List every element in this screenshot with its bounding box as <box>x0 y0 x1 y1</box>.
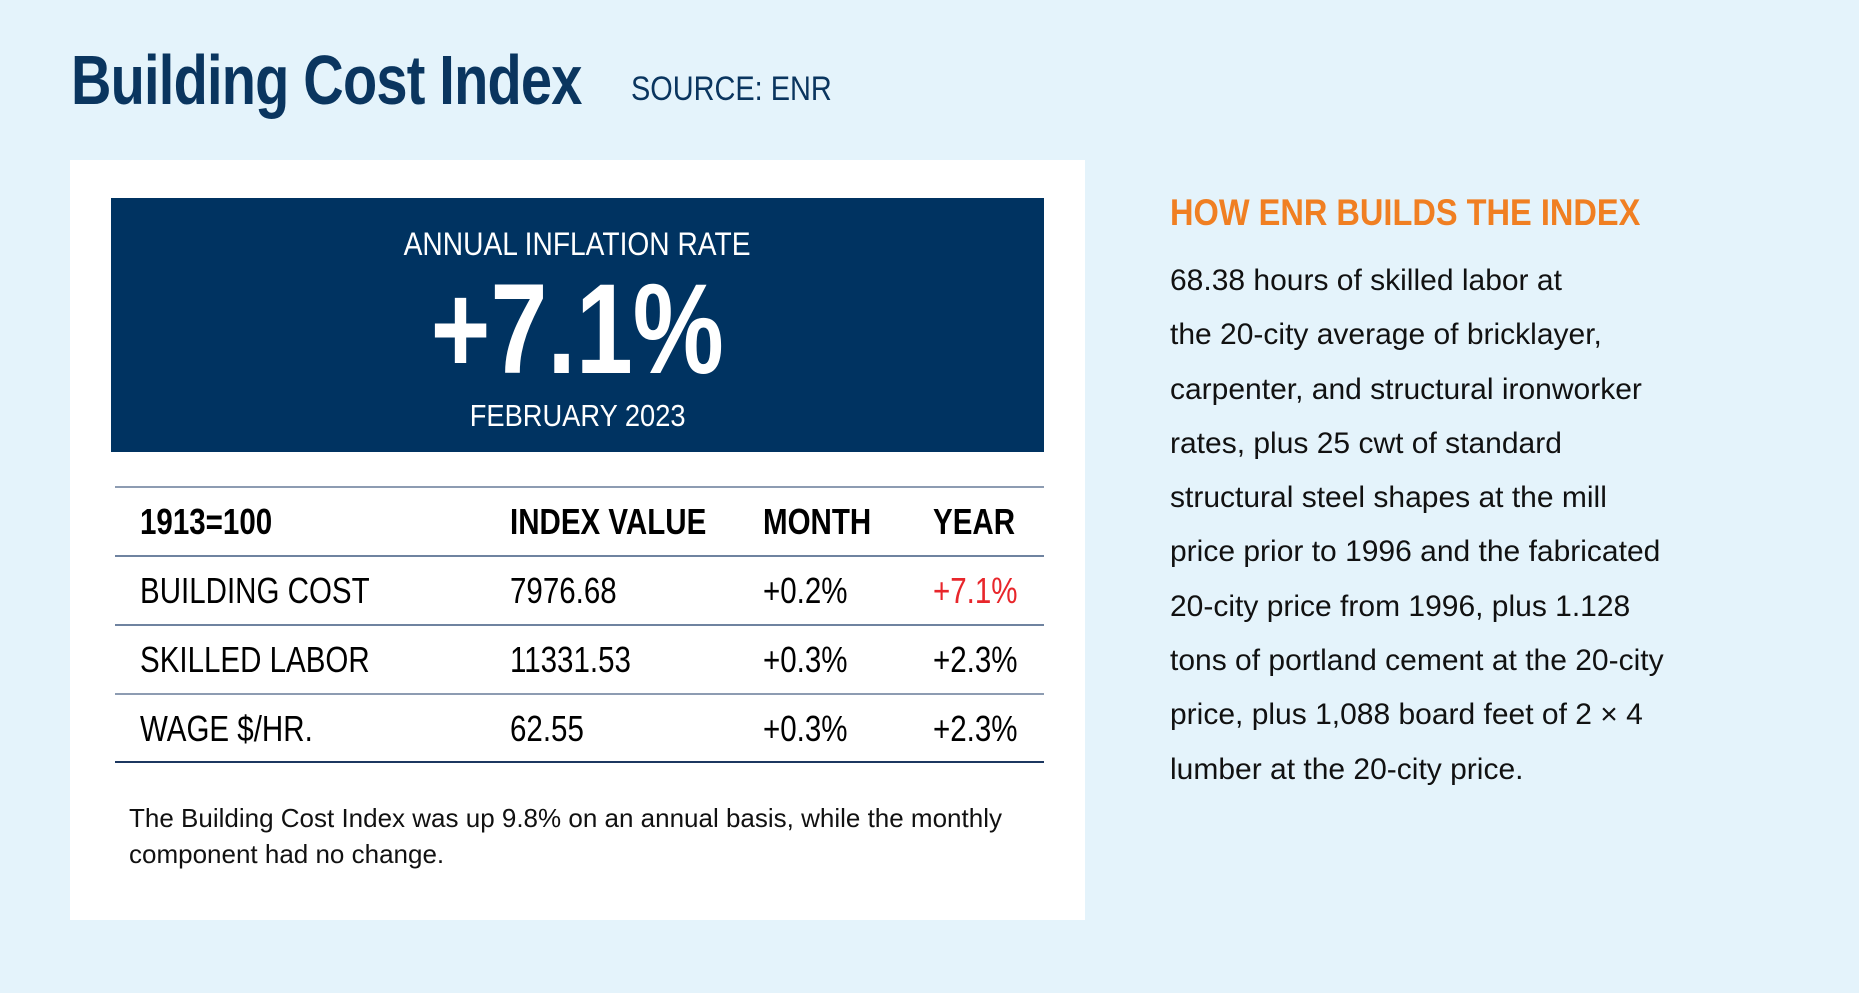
inflation-value: +7.1% <box>430 258 725 401</box>
text-line: price, plus 1,088 board feet of 2 × 4 <box>1170 698 1643 732</box>
year-change: +2.3% <box>933 708 1018 749</box>
column-header: INDEX VALUE <box>510 501 707 542</box>
table-row: WAGE $/HR. 62.55 +0.3% +2.3% <box>115 695 1044 762</box>
text-line: 68.38 hours of skilled labor at <box>1170 264 1562 297</box>
text-line: lumber at the 20-city price. <box>1170 752 1524 786</box>
row-label: SKILLED LABOR <box>140 639 370 680</box>
index-value: 7976.68 <box>510 570 617 611</box>
table-divider <box>115 624 1044 626</box>
table-divider <box>115 555 1044 557</box>
table-divider <box>115 693 1044 695</box>
text-line: the 20-city average of bricklayer, <box>1170 318 1602 352</box>
index-panel: ANNUAL INFLATION RATE +7.1% FEBRUARY 202… <box>70 160 1085 920</box>
text-line: price prior to 1996 and the fabricated <box>1170 535 1661 569</box>
month-change: +0.2% <box>763 570 848 611</box>
column-header: 1913=100 <box>140 501 273 542</box>
column-header: YEAR <box>933 501 1016 542</box>
text-line: 20-city price from 1996, plus 1.128 <box>1170 589 1631 623</box>
month-change: +0.3% <box>763 639 848 680</box>
methodology-text: 68.38 hours of skilled labor at the 20-c… <box>1170 254 1810 797</box>
text-line: structural steel shapes at the mill <box>1170 481 1607 515</box>
row-label: BUILDING COST <box>140 570 370 611</box>
table-header: 1913=100 INDEX VALUE MONTH YEAR <box>115 488 1044 555</box>
table-divider <box>115 761 1044 763</box>
inflation-banner: ANNUAL INFLATION RATE +7.1% FEBRUARY 202… <box>111 198 1044 452</box>
methodology-section: HOW ENR BUILDS THE INDEX 68.38 hours of … <box>1170 192 1810 797</box>
text-line: carpenter, and structural ironworker <box>1170 372 1642 406</box>
column-header: MONTH <box>763 501 872 542</box>
row-label: WAGE $/HR. <box>140 708 313 749</box>
methodology-heading: HOW ENR BUILDS THE INDEX <box>1170 192 1641 233</box>
year-change: +7.1% <box>933 570 1018 611</box>
index-note: The Building Cost Index was up 9.8% on a… <box>129 803 1002 869</box>
table-divider <box>115 486 1044 488</box>
table-row: SKILLED LABOR 11331.53 +0.3% +2.3% <box>115 626 1044 693</box>
inflation-date: FEBRUARY 2023 <box>469 398 686 433</box>
year-change: +2.3% <box>933 639 1018 680</box>
page-header: Building Cost Index SOURCE: ENR <box>71 40 832 120</box>
index-value: 62.55 <box>510 708 584 749</box>
month-change: +0.3% <box>763 708 848 749</box>
table-row: BUILDING COST 7976.68 +0.2% +7.1% <box>115 557 1044 624</box>
page-title: Building Cost Index <box>71 41 582 119</box>
text-line: tons of portland cement at the 20-city <box>1170 644 1664 678</box>
index-value: 11331.53 <box>510 639 631 680</box>
text-line: rates, plus 25 cwt of standard <box>1170 426 1562 460</box>
inflation-label: ANNUAL INFLATION RATE <box>404 226 751 262</box>
source-label: SOURCE: ENR <box>631 70 832 108</box>
